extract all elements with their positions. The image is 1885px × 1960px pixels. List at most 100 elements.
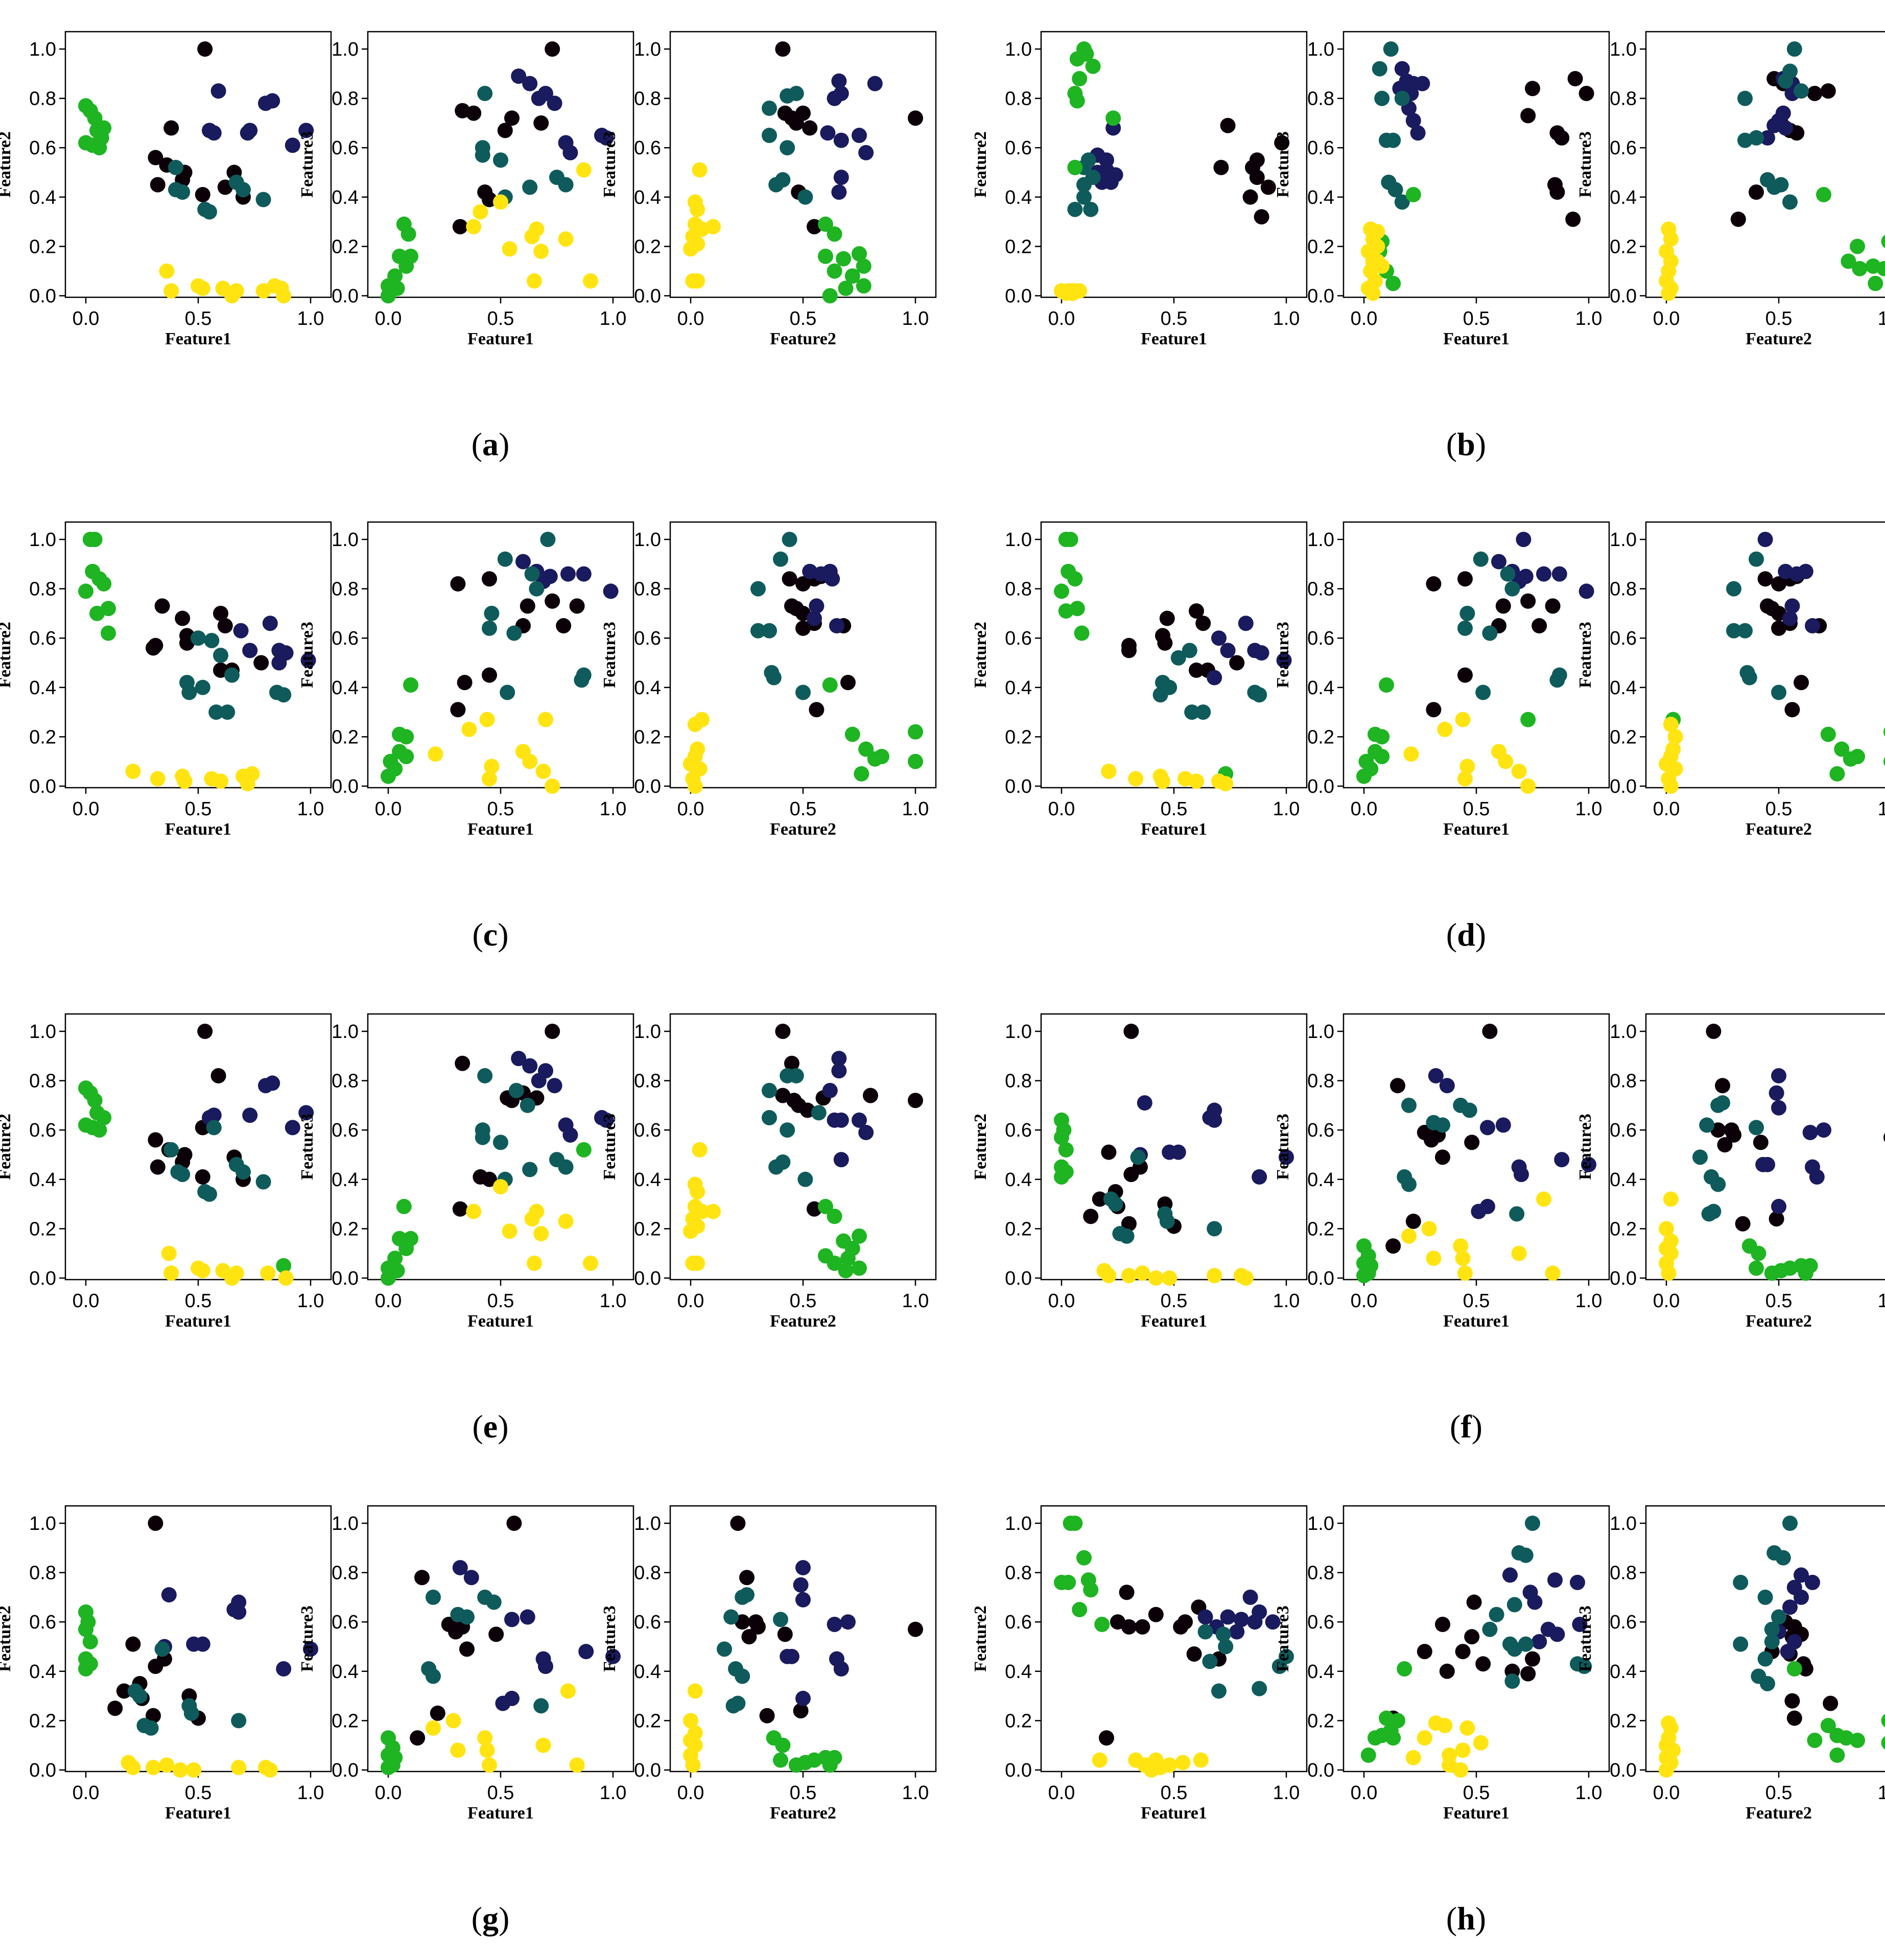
y-tick-label: 1.0 [634, 529, 661, 551]
scatter-point [1749, 130, 1764, 146]
scatter-panel-b-1: 0.0 0.2 0.4 0.6 0.8 1.0 0.0 0.5 1.0 Feature1 Featu… [971, 31, 1308, 348]
scatter-point [520, 1097, 535, 1113]
y-tick-label: 0.2 [332, 1710, 359, 1732]
scatter-point [576, 566, 592, 582]
scatter-point [477, 85, 493, 101]
scatter-point [1128, 771, 1144, 787]
scatter-point [78, 583, 93, 599]
y-tick-label: 0.8 [634, 1563, 661, 1584]
scatter-point [452, 1560, 468, 1575]
x-axis-label: Feature1 [165, 329, 231, 348]
scatter-point [1435, 1149, 1450, 1165]
scatter-point [1784, 1693, 1800, 1709]
scatter-point [788, 85, 804, 101]
scatter-point [1394, 194, 1410, 210]
scatter-point [1459, 605, 1475, 621]
scatter-point [1572, 1617, 1588, 1633]
y-tick-label: 0.4 [29, 1169, 56, 1191]
caption-letter: g [482, 1900, 499, 1937]
scatter-point [1439, 1663, 1455, 1679]
y-tick-label: 0.8 [1307, 88, 1334, 110]
y-tick-label: 0.0 [1307, 1268, 1334, 1289]
x-axis-label: Feature1 [467, 329, 534, 348]
y-tick-label: 0.8 [1307, 579, 1334, 600]
scatter-point [1509, 1206, 1525, 1222]
scatter-point [583, 273, 598, 289]
scatter-point [87, 110, 103, 126]
scatter-point [1516, 532, 1531, 547]
x-axis-label: Feature2 [770, 1804, 836, 1823]
scatter-point [1213, 159, 1229, 175]
scatter-point [759, 1708, 775, 1723]
scatter-point [1730, 211, 1746, 227]
series-black [730, 1516, 923, 1723]
caption-paren-open: ( [1446, 426, 1457, 462]
caption-paren-open: ( [472, 916, 483, 953]
scatter-panel-a-1: 0.0 0.2 0.4 0.6 0.8 1.0 0.0 0.5 1.0 Feature1 Featu… [0, 31, 332, 348]
x-tick-label: 0.5 [1765, 1290, 1793, 1312]
y-tick-label: 1.0 [332, 1513, 359, 1534]
scatter-point [1757, 532, 1773, 547]
scatter-point [195, 280, 210, 296]
scatter-point [683, 1223, 698, 1239]
scatter-point [1706, 1024, 1722, 1039]
scatter-point [381, 1270, 396, 1286]
scatter-point [1234, 1612, 1249, 1627]
scatter-point [1076, 189, 1092, 205]
scatter-point [398, 729, 414, 745]
scatter-point [831, 73, 847, 89]
scatter-point [1054, 583, 1069, 599]
series-green [381, 1730, 403, 1776]
scatter-point [96, 576, 112, 592]
scatter-panel-c-1: 0.0 0.2 0.4 0.6 0.8 1.0 0.0 0.5 1.0 Feature1 Featu… [0, 521, 332, 839]
scatter-point [1238, 1270, 1254, 1286]
scatter-point [1715, 1095, 1730, 1111]
scatter-point [428, 746, 443, 762]
x-axis-label: Feature2 [1746, 1804, 1812, 1823]
series-yellow [1401, 1191, 1561, 1281]
scatter-point [1554, 130, 1570, 146]
scatter-point [569, 598, 585, 614]
scatter-point [1076, 1550, 1092, 1566]
series-navy [802, 563, 844, 634]
scatter-panel-a-3: 0.0 0.2 0.4 0.6 0.8 1.0 0.0 0.5 1.0 Feature2 Featu… [600, 31, 937, 348]
y-tick-label: 0.6 [1610, 1612, 1637, 1633]
scatter-point [1274, 135, 1290, 151]
scatter-point [1737, 623, 1753, 639]
scatter-point [1659, 1221, 1674, 1237]
scatter-point [457, 675, 473, 691]
scatter-point [1260, 179, 1276, 195]
caption-letter: h [1457, 1900, 1475, 1937]
scatter-point [497, 123, 513, 138]
y-tick-label: 1.0 [29, 1021, 56, 1043]
scatter-point [1459, 759, 1475, 774]
caption-paren-open: ( [1446, 1900, 1457, 1937]
scatter-point [1525, 1651, 1540, 1667]
scatter-point [762, 623, 777, 639]
scatter-point [1207, 1268, 1222, 1284]
y-tick-label: 1.0 [634, 1513, 661, 1534]
x-tick-label: 1.0 [297, 1290, 324, 1312]
scatter-point [1782, 1516, 1798, 1531]
scatter-point [217, 618, 233, 634]
scatter-point [224, 667, 240, 683]
scatter-point [1252, 687, 1267, 703]
x-tick-label: 0.0 [375, 308, 402, 329]
series-black [1385, 1024, 1498, 1254]
series-teal [1103, 1149, 1222, 1244]
scatter-point [1426, 1250, 1442, 1266]
scatter-point [125, 764, 141, 780]
scatter-point [148, 1132, 163, 1148]
scatter-point [486, 1594, 502, 1610]
scatter-point [87, 1093, 103, 1108]
y-axis-label: Feature3 [1576, 131, 1595, 198]
scatter-point [1215, 1626, 1231, 1642]
y-tick-label: 0.6 [1307, 628, 1334, 649]
scatter-point [858, 741, 874, 757]
series-green [78, 98, 112, 156]
y-tick-label: 0.6 [1307, 1612, 1334, 1633]
scatter-point [1085, 58, 1101, 74]
y-tick-label: 0.0 [29, 776, 56, 797]
scatter-point [159, 263, 175, 279]
scatter-point [1536, 566, 1551, 582]
